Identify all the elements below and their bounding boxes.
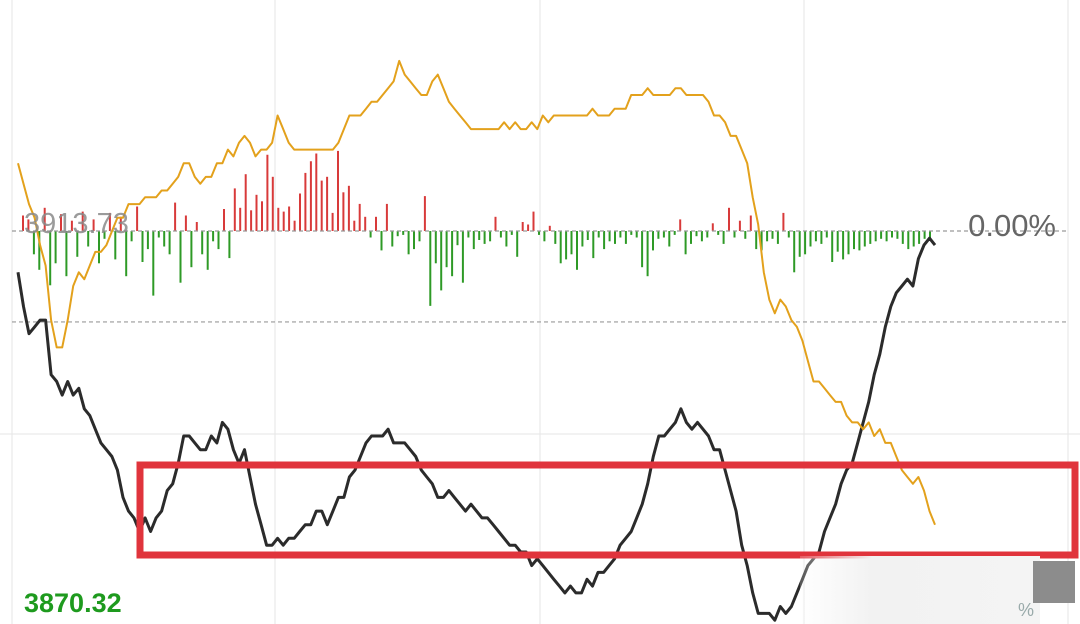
blurred-overlay bbox=[800, 556, 1040, 624]
price-lines bbox=[16, 59, 937, 622]
volume-bars bbox=[22, 150, 931, 306]
overlay-button[interactable] bbox=[1033, 561, 1075, 603]
reference-lines bbox=[12, 230, 1068, 323]
reference-price-label: 3913.73 bbox=[24, 208, 129, 240]
highlight-box bbox=[136, 461, 1079, 559]
low-price-label: 3870.32 bbox=[24, 588, 122, 618]
average-price-line bbox=[16, 236, 937, 622]
corner-percent-text: % bbox=[1018, 600, 1035, 620]
highlight-box-group bbox=[136, 461, 1079, 559]
change-percent-label: 0.00% bbox=[968, 208, 1056, 243]
index-price-line bbox=[17, 59, 936, 526]
